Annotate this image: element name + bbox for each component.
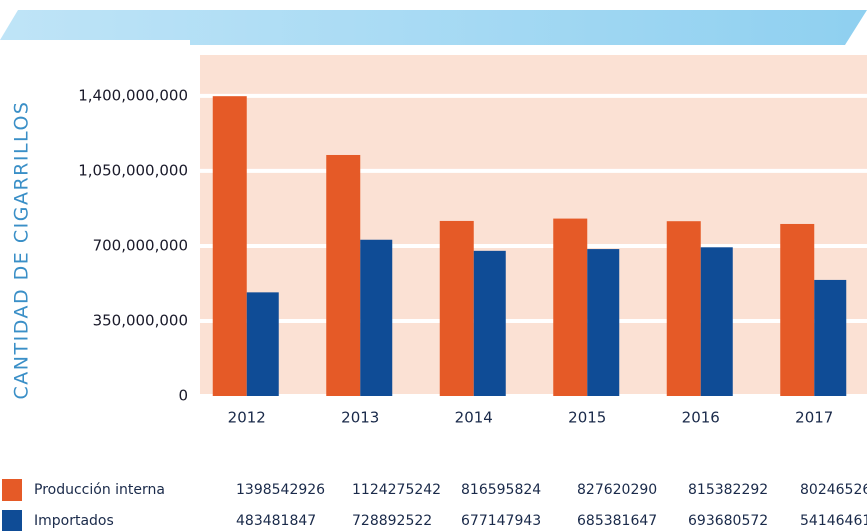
plot-area — [200, 55, 867, 396]
table-value: 827620290 — [577, 482, 657, 498]
bar — [246, 292, 279, 396]
bar — [780, 223, 815, 396]
y-tick-label: 700,000,000 — [93, 236, 188, 254]
bar — [212, 96, 247, 396]
bar — [360, 239, 393, 396]
table-value: 728892522 — [352, 513, 432, 529]
table-value: 816595824 — [461, 482, 541, 498]
table-value: 693680572 — [688, 513, 768, 529]
bar — [666, 221, 701, 396]
bar — [439, 220, 474, 396]
table-value: 815382292 — [688, 482, 768, 498]
y-tick-label: 0 — [178, 387, 188, 405]
x-tick-label: 2015 — [568, 409, 606, 427]
table-value: 483481847 — [236, 513, 316, 529]
bar — [587, 249, 620, 396]
table-value: 1398542926 — [236, 482, 325, 498]
table-value: 677147943 — [461, 513, 541, 529]
x-tick-label: 2012 — [228, 409, 266, 427]
bar — [326, 154, 361, 396]
legend-swatch — [2, 510, 22, 531]
x-tick-label: 2017 — [795, 409, 833, 427]
legend-label: Producción interna — [34, 482, 165, 498]
bar — [553, 218, 588, 396]
table-value: 685381647 — [577, 513, 657, 529]
y-tick-label: 350,000,000 — [93, 311, 188, 329]
bar — [473, 250, 506, 396]
legend-label: Importados — [34, 513, 114, 529]
banner — [0, 10, 867, 45]
table-value: 1124275242 — [352, 482, 441, 498]
y-axis-title: CANTIDAD DE CIGARRILLOS — [11, 101, 33, 400]
legend-swatch — [2, 479, 22, 501]
table-value: 802465260 — [800, 482, 867, 498]
y-tick-label: 1,400,000,000 — [78, 86, 188, 104]
table-value: 541464616 — [800, 513, 867, 529]
y-tick-label: 1,050,000,000 — [78, 161, 188, 179]
bar — [814, 279, 847, 396]
x-tick-label: 2016 — [682, 409, 720, 427]
x-tick-label: 2014 — [455, 409, 493, 427]
bar — [700, 247, 733, 396]
side-panel — [0, 40, 190, 410]
x-tick-label: 2013 — [341, 409, 379, 427]
